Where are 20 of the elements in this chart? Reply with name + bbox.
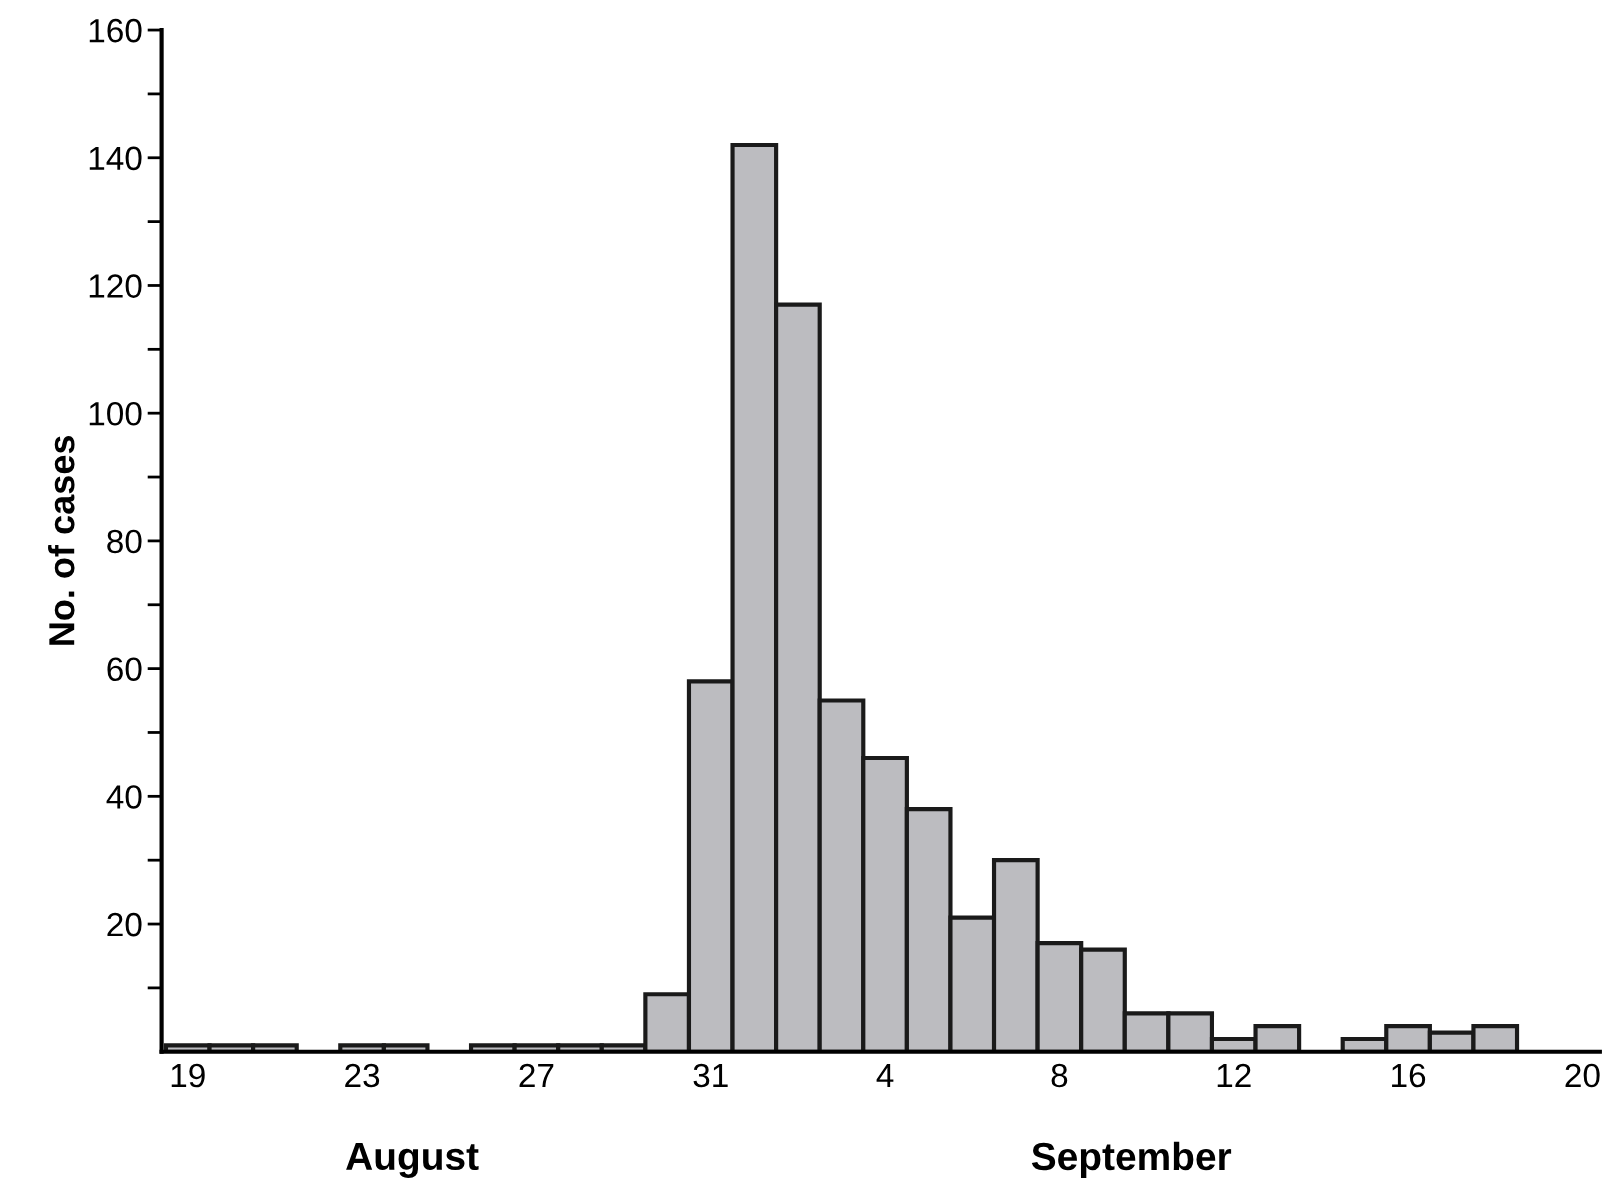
x-tick-label: 27 <box>519 1063 554 1088</box>
x-tick-label: 4 <box>876 1064 894 1088</box>
y-tick-label: 40 <box>106 785 142 809</box>
x-tick-label: 31 <box>693 1063 728 1088</box>
x-tick-label: 8 <box>1051 1063 1068 1088</box>
x-tick-label: 20 <box>1565 1063 1600 1088</box>
y-tick-label: 20 <box>107 912 142 937</box>
y-tick-label: 120 <box>89 274 142 298</box>
y-tick-label: 140 <box>89 146 142 171</box>
text: September <box>1031 1141 1232 1178</box>
y-tick-label: 100 <box>89 401 142 426</box>
x-tick-label: 23 <box>345 1063 380 1088</box>
y-axis-title: No. of cases <box>48 436 75 645</box>
x-tick-label: 19 <box>171 1063 205 1088</box>
x-tick-label: 16 <box>1392 1063 1426 1088</box>
y-tick-label: 60 <box>107 657 142 682</box>
y-tick-label: 80 <box>107 529 142 554</box>
y-tick-label: 160 <box>89 18 142 43</box>
text: August <box>346 1142 479 1178</box>
x-tick-label: 12 <box>1217 1063 1251 1088</box>
